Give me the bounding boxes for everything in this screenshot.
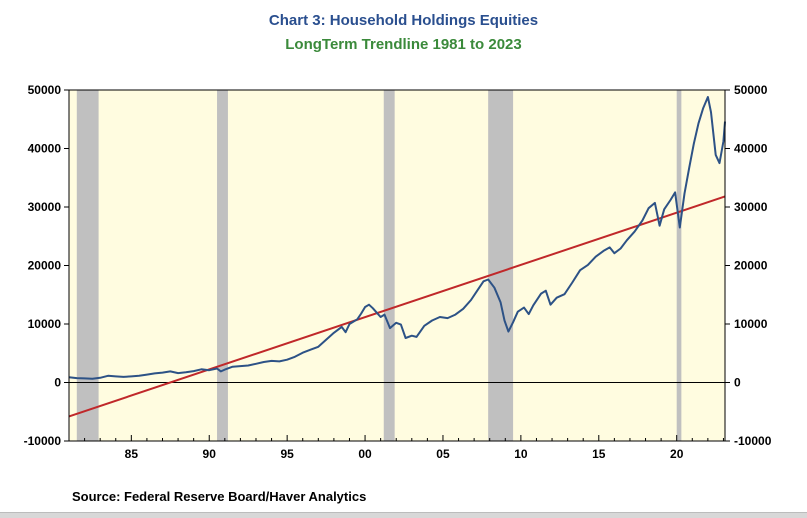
recession-band-3	[488, 90, 514, 441]
x-tick-label: 95	[280, 447, 294, 461]
source-note: Source: Federal Reserve Board/Haver Anal…	[72, 489, 367, 504]
y-tick-label-right: 50000	[734, 83, 768, 97]
plot-background	[69, 90, 725, 441]
x-tick-label: 85	[125, 447, 139, 461]
y-tick-label-left: 40000	[28, 142, 62, 156]
y-tick-label-right: 0	[734, 376, 741, 390]
y-tick-label-left: 0	[54, 376, 61, 390]
series-line-equities	[68, 96, 726, 380]
y-tick-label-right: 20000	[734, 259, 768, 273]
chart-title: Chart 3: Household Holdings Equities	[268, 12, 539, 29]
x-tick-label: 05	[436, 447, 450, 461]
recession-band-1	[217, 90, 228, 441]
series-line-trend	[68, 195, 726, 418]
x-tick-label: 15	[592, 447, 606, 461]
y-tick-label-right: 40000	[734, 142, 768, 156]
x-tick-label: 10	[514, 447, 528, 461]
y-tick-label-left: 10000	[28, 317, 62, 331]
y-tick-label-left: 20000	[28, 259, 62, 273]
window-bottom-bar	[0, 512, 807, 518]
y-tick-label-left: 30000	[28, 200, 62, 214]
y-tick-label-right: -10000	[734, 434, 772, 448]
y-tick-label-left: -10000	[24, 434, 62, 448]
y-tick-label-left: 50000	[28, 83, 62, 97]
x-tick-label: 90	[203, 447, 217, 461]
recession-band-2	[383, 90, 395, 441]
y-tick-label-right: 10000	[734, 317, 768, 331]
recession-band-4	[676, 90, 682, 441]
x-tick-label: 20	[670, 447, 684, 461]
x-tick-label: 00	[358, 447, 372, 461]
chart-subtitle: LongTerm Trendline 1981 to 2023	[285, 36, 522, 53]
recession-band-0	[76, 90, 99, 441]
y-tick-label-right: 30000	[734, 200, 768, 214]
